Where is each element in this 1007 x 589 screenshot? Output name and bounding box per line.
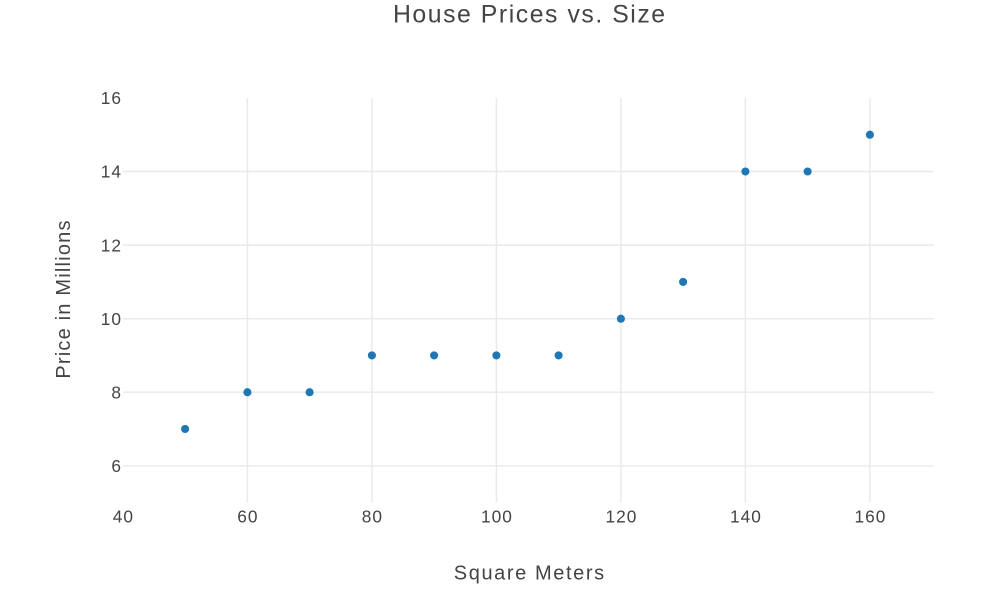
svg-text:140: 140 (730, 506, 762, 526)
svg-text:100: 100 (481, 506, 513, 526)
svg-text:6: 6 (111, 456, 122, 476)
svg-text:160: 160 (854, 506, 886, 526)
svg-text:80: 80 (362, 506, 383, 526)
svg-text:House Prices vs. Size: House Prices vs. Size (393, 1, 667, 28)
svg-text:120: 120 (605, 506, 637, 526)
svg-text:10: 10 (101, 309, 122, 329)
svg-text:12: 12 (101, 235, 122, 255)
svg-text:14: 14 (101, 162, 122, 182)
svg-text:8: 8 (111, 383, 122, 403)
svg-text:60: 60 (237, 506, 258, 526)
svg-text:Square Meters: Square Meters (454, 562, 606, 584)
svg-text:Price in Millions: Price in Millions (53, 219, 75, 378)
svg-text:40: 40 (113, 506, 134, 526)
svg-text:16: 16 (101, 88, 122, 108)
